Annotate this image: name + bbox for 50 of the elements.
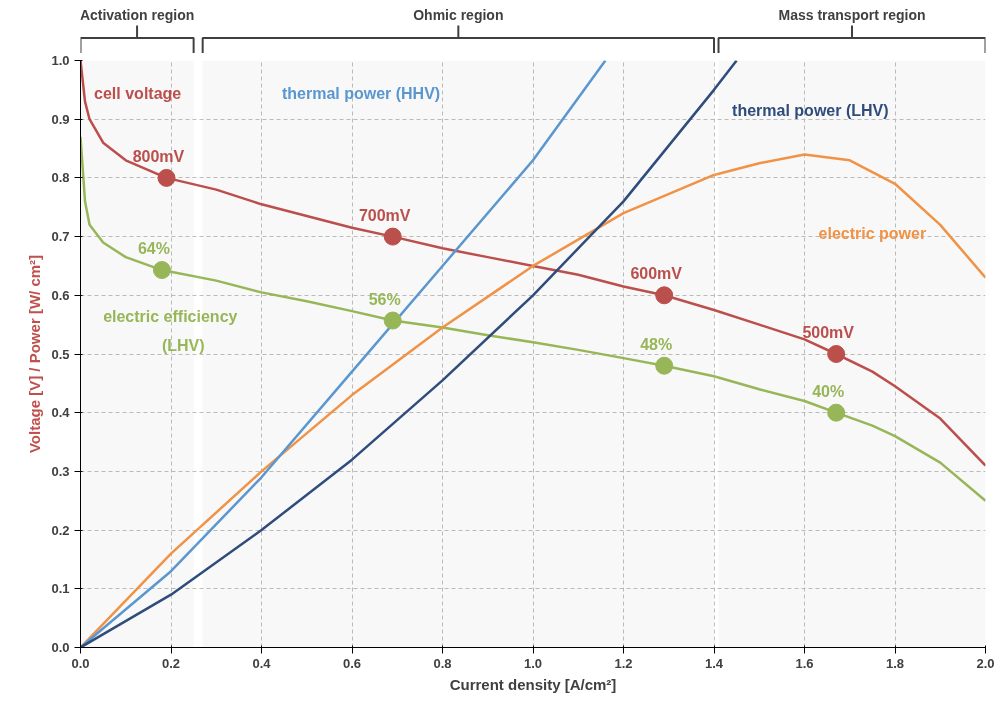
y-tick-label: 0.1 — [51, 581, 70, 597]
annotation: 800mV — [132, 147, 185, 165]
annotation: 500mV — [802, 324, 855, 341]
y-tick-label: 0.2 — [51, 522, 70, 538]
y-tick-label: 0.9 — [51, 111, 70, 127]
x-axis-title: Current density [A/cm²] — [449, 675, 617, 693]
x-tick-label: 0.4 — [252, 655, 272, 671]
x-tick-label: 1.8 — [885, 655, 905, 671]
annotation: 600mV — [630, 265, 683, 283]
point — [655, 286, 674, 305]
x-tick-label: 2.0 — [976, 655, 995, 671]
series-label: electric power — [818, 225, 927, 243]
y-tick-label: 0.3 — [51, 463, 70, 479]
band-label: Ohmic region — [413, 7, 504, 23]
annotation: 64% — [137, 240, 170, 258]
annotation: 40% — [812, 382, 845, 400]
y-tick-label: 1.0 — [51, 53, 70, 68]
point — [152, 261, 171, 280]
x-tick-label: 1.4 — [704, 655, 724, 671]
x-tick-label: 0.6 — [342, 655, 362, 671]
y-tick-label: 0.7 — [51, 229, 70, 245]
annotation: 700mV — [358, 206, 411, 224]
point — [157, 168, 176, 187]
y-tick-label: 0.4 — [51, 405, 71, 421]
band-label: Mass transport region — [778, 7, 926, 23]
point — [383, 311, 402, 330]
annotation: 56% — [368, 290, 401, 308]
series-label: thermal power (LHV) — [732, 102, 889, 120]
point — [383, 227, 402, 246]
series-label: cell voltage — [94, 84, 182, 102]
x-tick-label: 0.0 — [71, 655, 90, 671]
point — [655, 356, 674, 375]
text: thermal power (HHV) — [281, 84, 441, 102]
x-tick-label: 1.6 — [795, 655, 814, 671]
point — [827, 345, 846, 363]
annotation: 48% — [640, 335, 673, 353]
x-tick-label: 0.8 — [433, 655, 452, 671]
line-series — [80, 60, 986, 467]
y-tick-label: 0.8 — [51, 170, 70, 186]
line-series — [80, 135, 986, 502]
band-label: Activation region — [79, 7, 195, 23]
x-tick-label: 1.2 — [614, 655, 633, 671]
y-tick-label: 0.0 — [51, 640, 70, 655]
x-tick-label: 0.2 — [161, 655, 181, 671]
point — [827, 403, 846, 422]
series-label: electric efficiency (LHV) — [103, 307, 238, 354]
y-axis-title: Voltage [V] / Power [W/ cm²] — [26, 254, 44, 454]
x-tick-label: 1.0 — [523, 655, 543, 671]
y-tick-label: 0.5 — [51, 346, 70, 362]
y-tick-label: 0.6 — [51, 287, 70, 303]
